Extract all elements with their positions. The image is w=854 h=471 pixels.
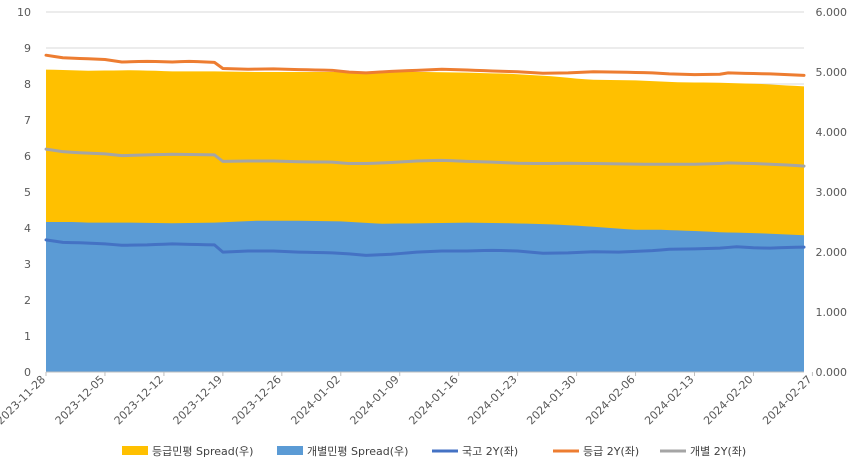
x-tick-label: 2024-01-16	[406, 373, 460, 427]
legend-swatch	[122, 446, 148, 455]
y-left-tick: 5	[24, 186, 31, 199]
y-left-tick: 1	[24, 330, 31, 343]
y-left-tick: 0	[24, 366, 31, 379]
y-left-tick: 3	[24, 258, 31, 271]
legend-label: 국고 2Y(좌)	[462, 445, 518, 458]
y-left-tick: 7	[24, 114, 31, 127]
legend: 등급민평 Spread(우) 개별민평 Spread(우) 국고 2Y(좌) 등급 2…	[122, 445, 746, 458]
line-series	[44, 53, 806, 257]
y-right-tick: 4.000	[816, 126, 848, 139]
x-tick-label: 2024-02-27	[760, 373, 814, 427]
y-left-tick: 6	[24, 150, 31, 163]
y-right-tick: 0.000	[816, 366, 848, 379]
y-left-tick: 9	[24, 42, 31, 55]
y-left-tick: 4	[24, 222, 31, 235]
x-tick-label: 2023-12-05	[53, 373, 107, 427]
line-grade-yield	[44, 53, 806, 77]
area-indiv-spread	[46, 220, 804, 372]
x-tick-label: 2024-01-30	[524, 373, 578, 427]
x-tick-label: 2023-12-12	[112, 373, 166, 427]
line-treasury	[44, 238, 806, 257]
y-left-tick: 10	[17, 6, 31, 19]
legend-label: 개별 2Y(좌)	[690, 445, 746, 458]
y-right-tick: 2.000	[816, 246, 848, 259]
legend-label: 등급민평 Spread(우)	[152, 445, 253, 458]
y-left-tick: 2	[24, 294, 31, 307]
x-tick-label: 2024-01-23	[465, 373, 519, 427]
x-tick-label: 2023-12-19	[171, 373, 225, 427]
y-right-tick: 1.000	[816, 306, 848, 319]
x-tick-label: 2024-01-02	[288, 373, 342, 427]
x-tick-label: 2024-02-20	[701, 373, 755, 427]
line-indiv-yield	[44, 147, 806, 168]
x-tick-label: 2023-11-28	[0, 373, 48, 427]
y-right-tick: 5.000	[816, 66, 848, 79]
y-right-tick: 6.000	[816, 6, 848, 19]
y-right-tick: 3.000	[816, 186, 848, 199]
legend-label: 개별민평 Spread(우)	[307, 445, 408, 458]
x-tick-label: 2024-01-09	[347, 373, 401, 427]
area-series	[46, 69, 804, 372]
x-tick-label: 2024-02-06	[583, 373, 637, 427]
legend-swatch	[277, 446, 303, 455]
x-tick-label: 2024-02-13	[642, 373, 696, 427]
legend-label: 등급 2Y(좌)	[583, 445, 639, 458]
y-left-tick: 8	[24, 78, 31, 91]
x-tick-label: 2023-12-26	[230, 373, 284, 427]
